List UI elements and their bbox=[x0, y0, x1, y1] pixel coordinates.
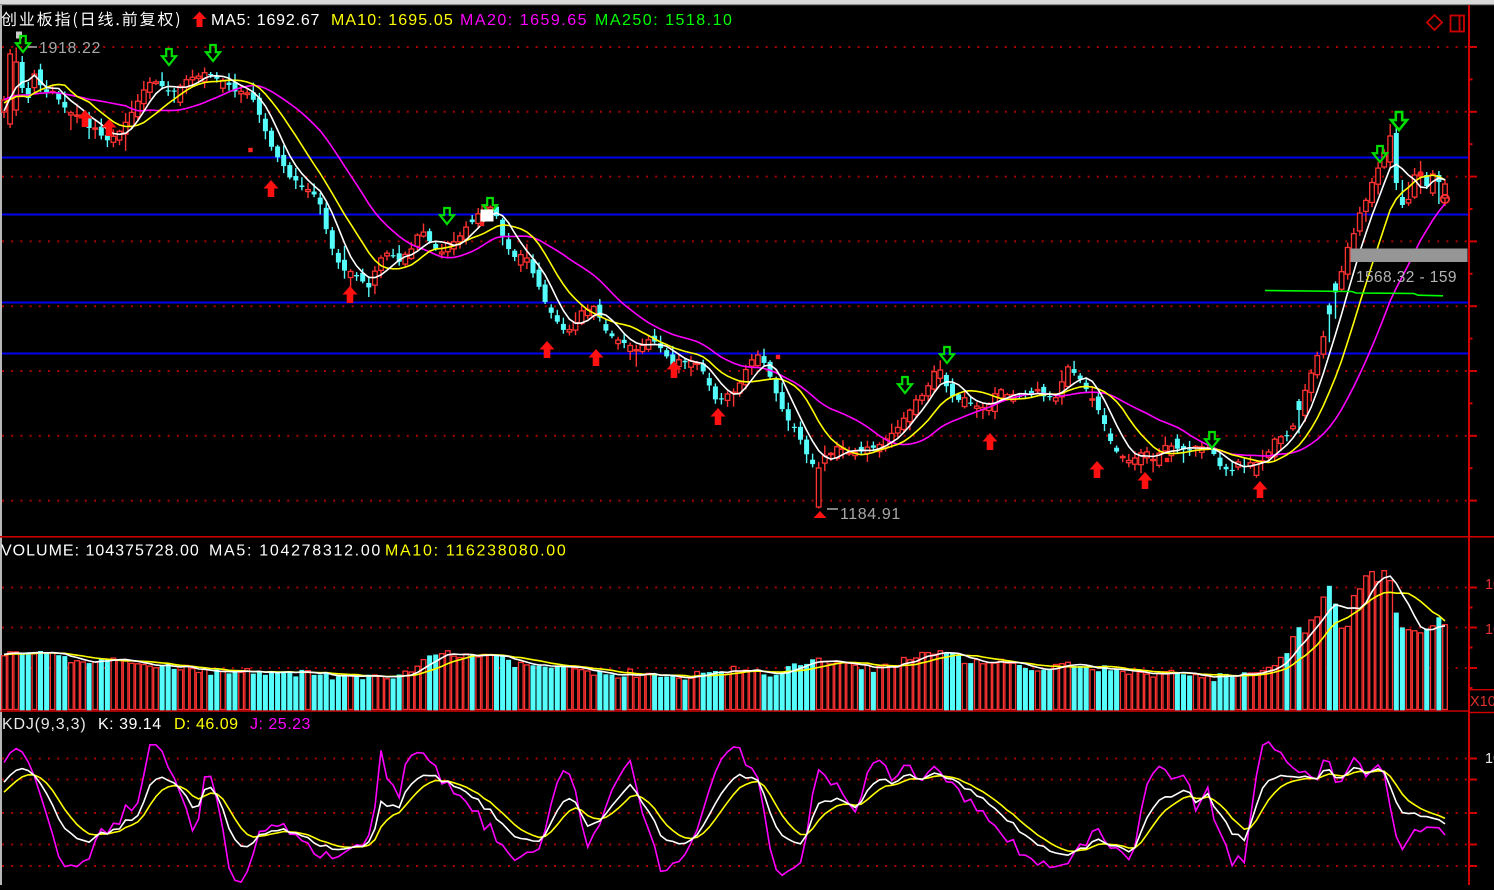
svg-text:MA10: 116238080.00: MA10: 116238080.00 bbox=[385, 543, 567, 560]
svg-text:10: 10 bbox=[1485, 622, 1494, 638]
svg-text:VOLUME: 104375728.00: VOLUME: 104375728.00 bbox=[1, 543, 200, 560]
svg-text:MA5: 104278312.00: MA5: 104278312.00 bbox=[209, 543, 382, 560]
svg-text:J: 25.23: J: 25.23 bbox=[250, 716, 311, 733]
svg-text:10: 10 bbox=[1485, 751, 1494, 767]
svg-text:MA250: 1518.10: MA250: 1518.10 bbox=[595, 12, 733, 29]
svg-text:1184.91: 1184.91 bbox=[840, 506, 901, 523]
svg-text:KDJ(9,3,3): KDJ(9,3,3) bbox=[2, 716, 86, 733]
svg-text:K: 39.14: K: 39.14 bbox=[98, 716, 162, 733]
svg-text:1568.32 - 159: 1568.32 - 159 bbox=[1356, 269, 1457, 286]
svg-text:1918.22: 1918.22 bbox=[39, 40, 101, 57]
svg-text:MA20: 1659.65: MA20: 1659.65 bbox=[460, 12, 588, 29]
svg-text:D: 46.09: D: 46.09 bbox=[174, 716, 238, 733]
svg-text:10: 10 bbox=[1485, 577, 1494, 593]
svg-text:MA5: 1692.67: MA5: 1692.67 bbox=[211, 12, 320, 29]
svg-text:X10: X10 bbox=[1470, 694, 1494, 710]
svg-text:MA10: 1695.05: MA10: 1695.05 bbox=[331, 12, 454, 29]
